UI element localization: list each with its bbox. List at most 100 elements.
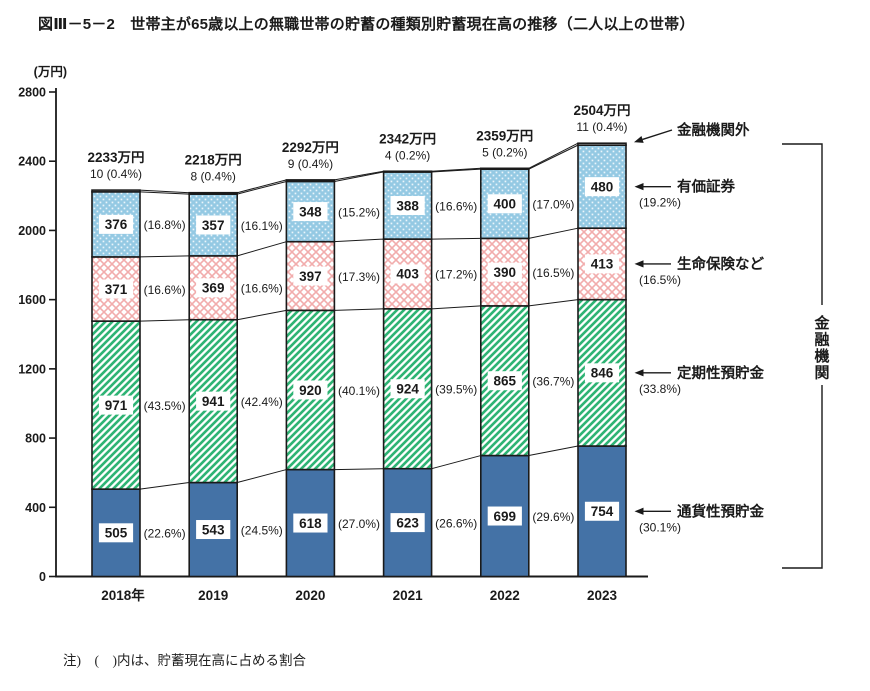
percent-label: (33.8%) [639, 382, 681, 396]
percent-label: (43.5%) [144, 399, 186, 413]
percent-label: (42.4%) [241, 395, 283, 409]
percent-label: (36.7%) [532, 375, 574, 389]
percent-label: (39.5%) [435, 383, 477, 397]
y-tick-label: 0 [39, 570, 46, 584]
value-box [98, 214, 134, 234]
value-label: 400 [494, 197, 517, 212]
percent-label: (17.0%) [532, 198, 574, 212]
value-box [293, 380, 328, 400]
annotation-label: 金融機関外 [676, 121, 750, 139]
value-box [584, 501, 620, 521]
value-box [390, 513, 425, 533]
percent-label: (40.1%) [338, 384, 380, 398]
connector-line [431, 237, 481, 240]
value-box [584, 363, 620, 383]
value-box [293, 513, 328, 533]
percent-label: (16.8%) [144, 218, 186, 232]
connector-line [528, 227, 579, 239]
x-tick-label: 2023 [587, 588, 618, 603]
value-label: 388 [396, 198, 419, 213]
connector-line [237, 469, 287, 484]
total-label: 2359万円 [476, 128, 533, 143]
value-label: 357 [202, 218, 225, 233]
bracket-label-char: 金 [813, 314, 830, 332]
bar-segment [382, 170, 433, 173]
bar-segment [188, 191, 238, 195]
value-box [196, 215, 231, 235]
connector-line [334, 171, 384, 182]
value-label: 376 [105, 217, 128, 232]
value-label: 699 [494, 509, 517, 524]
y-tick-label: 2400 [18, 155, 46, 169]
value-box [196, 520, 231, 540]
percent-label: (15.2%) [338, 205, 380, 219]
total-top-segment-label: 9 (0.4%) [288, 157, 333, 171]
value-box [98, 279, 134, 299]
value-box [293, 266, 328, 286]
connector-line [139, 255, 190, 258]
percent-label: (16.6%) [241, 282, 283, 296]
total-top-segment-label: 11 (0.4%) [576, 120, 627, 134]
value-label: 971 [105, 398, 128, 413]
value-box [390, 196, 425, 216]
x-tick-label: 2018年 [101, 587, 145, 603]
bracket-label-char: 融 [814, 331, 829, 349]
value-label: 941 [202, 394, 225, 409]
y-axis-unit-label: (万円) [34, 65, 67, 79]
percent-label: (30.1%) [639, 520, 681, 534]
annotation-arrow-head [634, 136, 644, 143]
connector-line [334, 308, 384, 311]
value-label: 924 [396, 382, 419, 397]
y-tick-label: 1200 [18, 362, 46, 376]
value-label: 865 [494, 374, 517, 389]
connector-line [334, 238, 384, 243]
value-box [293, 202, 328, 222]
connector-line [334, 170, 384, 181]
connector-line [431, 455, 481, 470]
value-labels-group: 505 (22.6%) 971 (43.5%) 371 (16.6%) 376 (16.8%)… [98, 177, 681, 543]
totals-group: 2233万円 10 (0.4%) 2218万円 8 (0.4%) 2292万円 9 (0.… [87, 103, 630, 183]
bar-segment [479, 167, 530, 170]
connector-line [237, 241, 287, 257]
total-top-segment-label: 10 (0.4%) [90, 167, 142, 181]
annotation-label: 通貨性預貯金 [677, 502, 764, 520]
value-label: 623 [396, 515, 419, 530]
connector-line [334, 468, 384, 471]
x-tick-label: 2020 [295, 588, 325, 603]
connector-line [139, 319, 190, 322]
annotation-arrow-head [634, 369, 644, 377]
value-box [487, 371, 522, 391]
connector-line [139, 189, 190, 194]
bracket-label-char: 機 [814, 347, 829, 365]
bracket-label-char: 関 [814, 365, 829, 382]
y-tick-label: 2800 [18, 86, 46, 100]
connector-line [237, 180, 287, 195]
total-label: 2233万円 [87, 150, 144, 165]
percent-label: (16.5%) [532, 266, 574, 280]
annotation-label: 定期性預貯金 [677, 364, 764, 382]
value-box [584, 177, 620, 197]
annotation-arrow-head [634, 260, 644, 268]
percent-label: (24.5%) [241, 523, 283, 537]
value-box [98, 523, 134, 543]
value-box [390, 264, 425, 284]
percent-label: (27.0%) [338, 517, 380, 531]
value-label: 369 [202, 281, 225, 296]
connector-line [528, 445, 579, 457]
y-tick-label: 800 [25, 432, 46, 446]
connector-line [431, 305, 481, 310]
x-tick-label: 2021 [393, 588, 424, 603]
value-label: 390 [494, 265, 517, 280]
value-box [487, 194, 522, 214]
x-tick-label: 2019 [198, 588, 228, 603]
total-label: 2342万円 [379, 131, 436, 146]
percent-label: (17.2%) [435, 268, 477, 282]
y-tick-label: 400 [25, 501, 46, 515]
value-label: 505 [105, 526, 128, 541]
connector-line [528, 299, 579, 307]
bracket [782, 143, 823, 569]
x-tick-label: 2022 [490, 588, 520, 603]
annotation-label: 有価証券 [677, 178, 735, 196]
